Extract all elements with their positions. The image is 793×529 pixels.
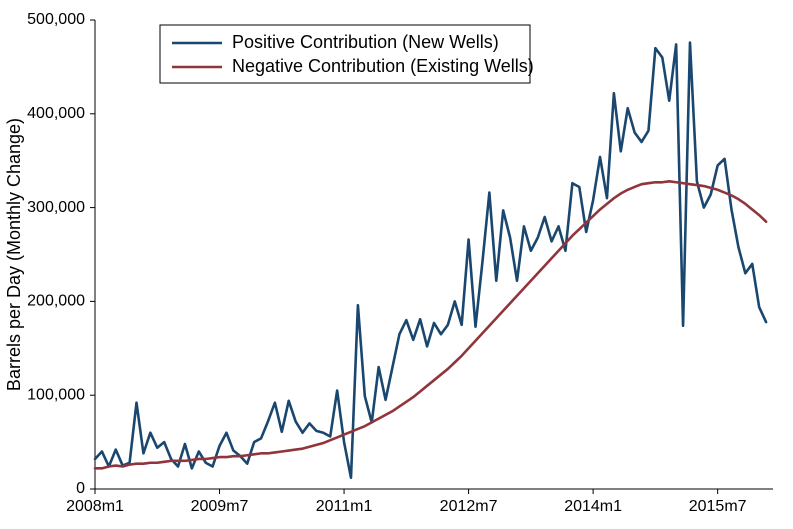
y-tick-label: 400,000 xyxy=(27,105,85,122)
x-tick-label: 2014m1 xyxy=(564,498,622,515)
chart-container: 0 100,000 200,000 300,000 400,000 500,000 2008… xyxy=(0,0,793,529)
y-tick-label: 500,000 xyxy=(27,11,85,28)
x-tick-label: 2008m1 xyxy=(66,498,124,515)
x-tick-label: 2012m7 xyxy=(440,498,498,515)
y-tick-label: 300,000 xyxy=(27,199,85,216)
x-tick-label: 2015m7 xyxy=(689,498,747,515)
legend: Positive Contribution (New Wells) Negativ… xyxy=(160,25,534,83)
y-tick-label: 100,000 xyxy=(27,386,85,403)
line-chart: 0 100,000 200,000 300,000 400,000 500,000 2008… xyxy=(0,0,793,529)
legend-label: Negative Contribution (Existing Wells) xyxy=(232,56,534,76)
y-tick-label: 0 xyxy=(76,480,85,497)
y-tick-label: 200,000 xyxy=(27,293,85,310)
x-tick-label: 2009m7 xyxy=(191,498,249,515)
y-axis-title: Barrels per Day (Monthly Change) xyxy=(4,118,24,391)
legend-label: Positive Contribution (New Wells) xyxy=(232,32,499,52)
x-tick-label: 2011m1 xyxy=(316,498,373,515)
